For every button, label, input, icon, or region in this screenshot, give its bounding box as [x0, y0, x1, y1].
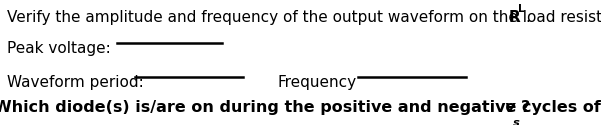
Text: .: .: [525, 10, 530, 25]
Text: Frequency: Frequency: [278, 75, 357, 90]
Text: Peak voltage:: Peak voltage:: [7, 41, 111, 56]
Text: s: s: [513, 118, 519, 125]
Text: L: L: [518, 4, 525, 14]
Text: Which diode(s) is/are on during the positive and negative cycles of: Which diode(s) is/are on during the posi…: [0, 100, 601, 115]
Text: ?: ?: [520, 100, 529, 115]
Text: v: v: [505, 100, 515, 115]
Text: R: R: [509, 10, 521, 25]
Text: Waveform period:: Waveform period:: [7, 75, 144, 90]
Text: Verify the amplitude and frequency of the output waveform on the load resistor,: Verify the amplitude and frequency of th…: [7, 10, 601, 25]
